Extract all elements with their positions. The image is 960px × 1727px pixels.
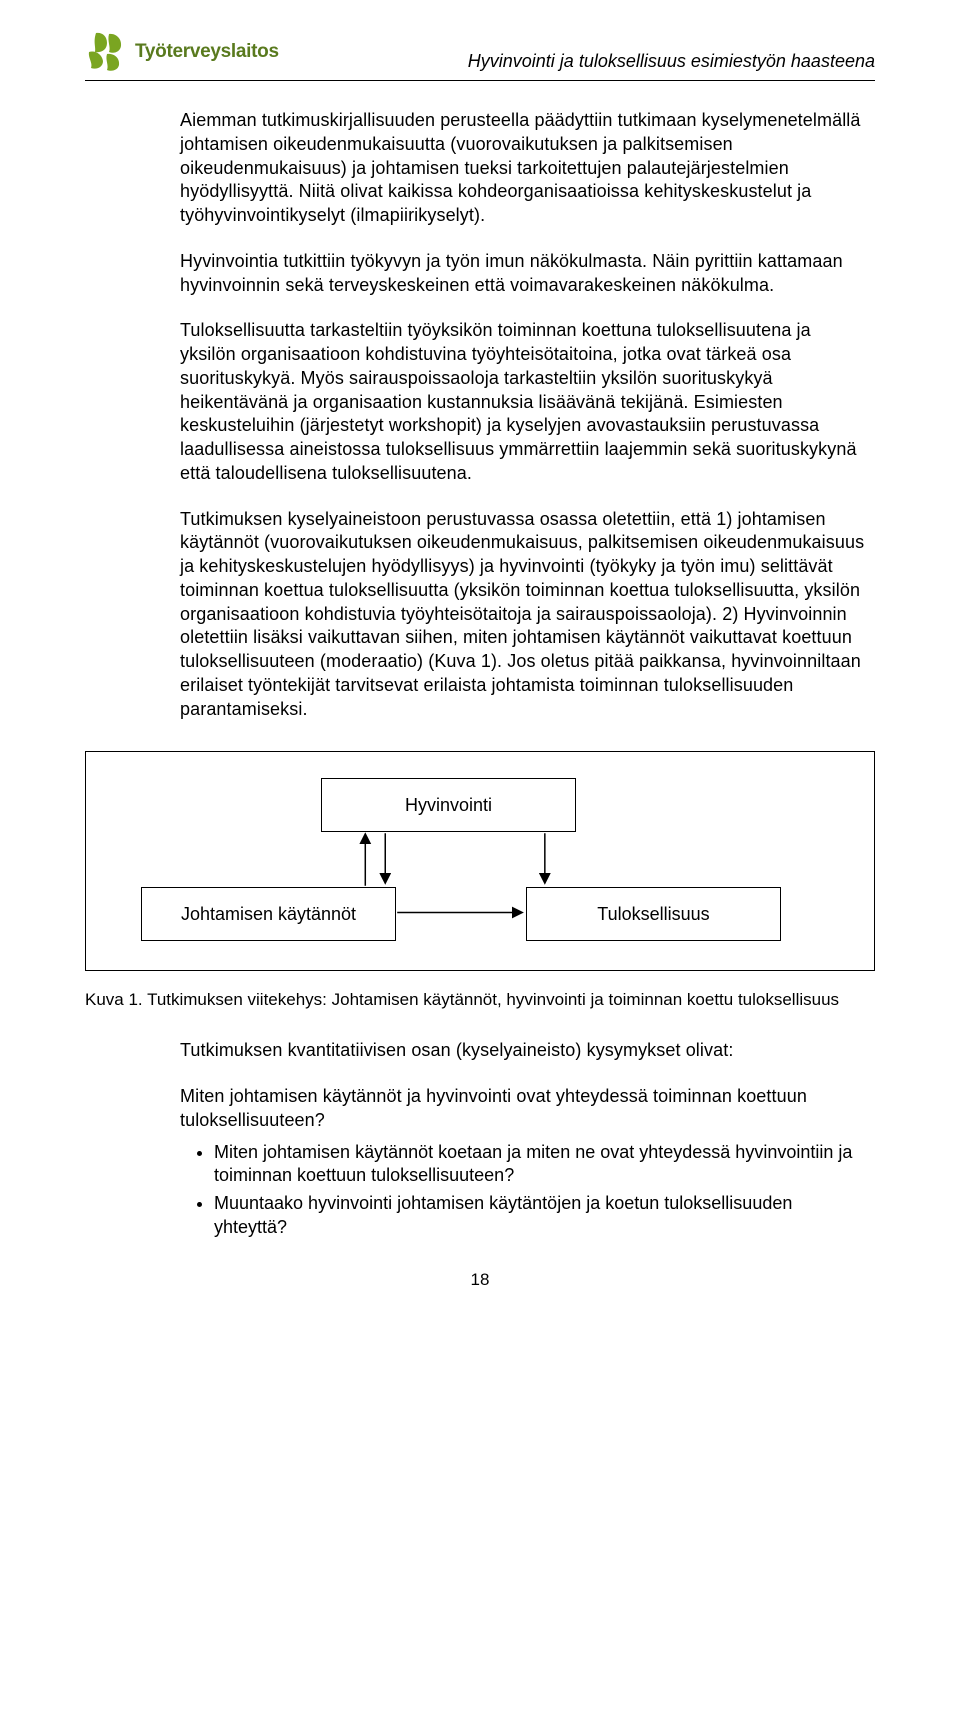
list-item: Muuntaako hyvinvointi johtamisen käytänt… xyxy=(214,1192,865,1240)
paragraph: Hyvinvointia tutkittiin työkyvyn ja työn… xyxy=(180,250,865,298)
org-logo-block: Työterveyslaitos xyxy=(85,30,279,74)
body-text-lower: Tutkimuksen kvantitatiivisen osan (kysel… xyxy=(180,1039,865,1239)
paragraph: Aiemman tutkimuskirjallisuuden perusteel… xyxy=(180,109,865,228)
page: Työterveyslaitos Hyvinvointi ja tuloksel… xyxy=(0,0,960,1330)
node-label: Johtamisen käytännöt xyxy=(181,904,356,925)
node-label: Tuloksellisuus xyxy=(597,904,709,925)
list-item: Miten johtamisen käytännöt koetaan ja mi… xyxy=(214,1141,865,1189)
body-text: Aiemman tutkimuskirjallisuuden perusteel… xyxy=(180,109,865,721)
doc-title: Hyvinvointi ja tuloksellisuus esimiestyö… xyxy=(279,51,875,74)
node-label: Hyvinvointi xyxy=(405,795,492,816)
paragraph: Tutkimuksen kvantitatiivisen osan (kysel… xyxy=(180,1039,865,1063)
diagram-node-hyvinvointi: Hyvinvointi xyxy=(321,778,576,832)
page-number: 18 xyxy=(85,1270,875,1290)
org-name: Työterveyslaitos xyxy=(135,41,279,63)
paragraph: Tuloksellisuutta tarkasteltiin työyksikö… xyxy=(180,319,865,485)
bullet-list: Miten johtamisen käytännöt koetaan ja mi… xyxy=(180,1141,865,1240)
leaf-icon xyxy=(85,30,129,74)
diagram-node-tuloksellisuus: Tuloksellisuus xyxy=(526,887,781,941)
diagram-node-johtamisen: Johtamisen käytännöt xyxy=(141,887,396,941)
figure-caption: Kuva 1. Tutkimuksen viitekehys: Johtamis… xyxy=(85,989,875,1011)
paragraph: Tutkimuksen kyselyaineistoon perustuvass… xyxy=(180,508,865,722)
page-header: Työterveyslaitos Hyvinvointi ja tuloksel… xyxy=(85,30,875,81)
paragraph: Miten johtamisen käytännöt ja hyvinvoint… xyxy=(180,1085,865,1133)
diagram-frame: Hyvinvointi Johtamisen käytännöt Tulokse… xyxy=(85,751,875,971)
